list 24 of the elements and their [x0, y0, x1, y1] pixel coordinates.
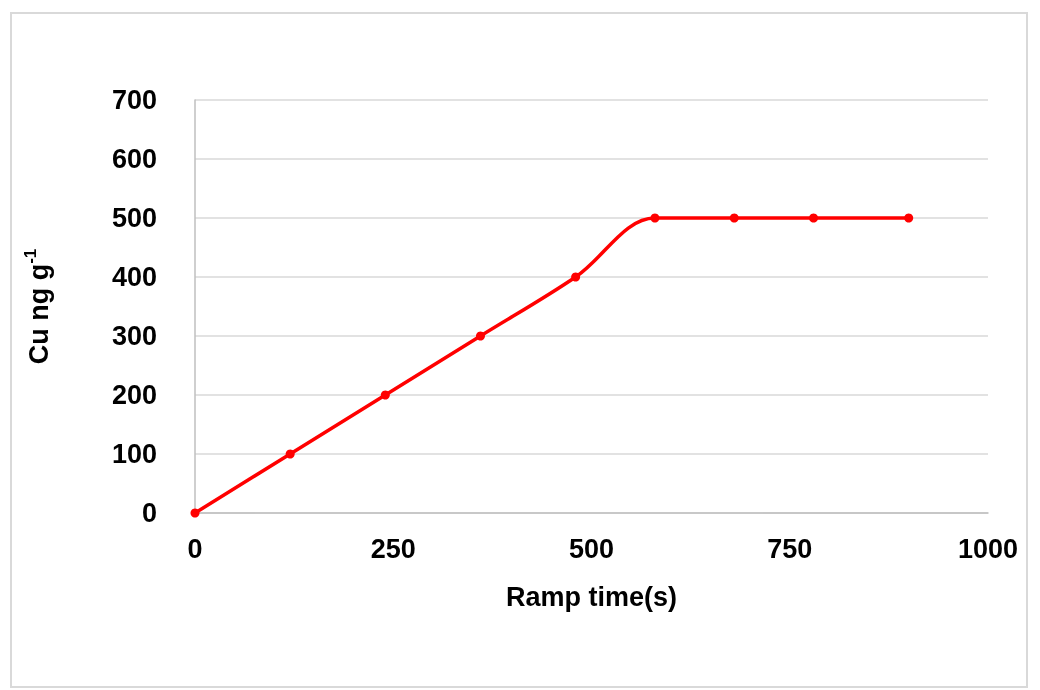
- y-tick-label: 400: [111, 262, 157, 292]
- point: [809, 213, 819, 223]
- point: [571, 272, 581, 282]
- point: [650, 213, 660, 223]
- x-tick-label: 0: [187, 533, 203, 564]
- point: [475, 331, 485, 341]
- point: [190, 508, 200, 518]
- x-axis-title: Ramp time(s): [505, 581, 678, 612]
- y-tick-label: 0: [141, 498, 157, 528]
- y-axis-title: Cu ng g-1: [21, 248, 54, 365]
- x-tick-label: 1000: [957, 533, 1019, 564]
- y-tick-label: 300: [111, 321, 157, 351]
- y-tick-label: 100: [111, 439, 157, 469]
- point: [729, 213, 739, 223]
- point: [380, 390, 390, 400]
- x-tick-label: 750: [767, 533, 813, 564]
- y-tick-label: 600: [111, 144, 157, 174]
- y-tick-label: 200: [111, 380, 157, 410]
- x-tick-label: 250: [370, 533, 416, 564]
- y-tick-label: 700: [111, 85, 157, 115]
- point: [285, 449, 295, 459]
- x-tick-label: 500: [568, 533, 615, 564]
- point: [904, 213, 914, 223]
- y-tick-label: 500: [111, 203, 157, 233]
